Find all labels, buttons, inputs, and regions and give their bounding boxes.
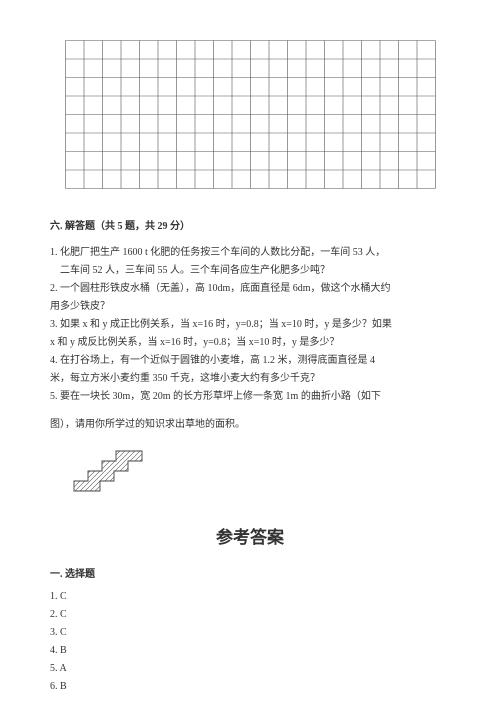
- question-2-line-b: 用多少铁皮？: [50, 299, 450, 315]
- answer-4: 4. B: [50, 643, 450, 659]
- question-2-line-a: 2. 一个圆柱形铁皮水桶（无盖），高 10dm，底面直径是 6dm，做这个水桶大…: [50, 281, 450, 297]
- answer-6: 6. B: [50, 679, 450, 695]
- question-1-line-b: 二车间 52 人，三车间 55 人。三个车间各应生产化肥多少吨？: [60, 263, 450, 279]
- question-3-line-b: x 和 y 成反比例关系，当 x=16 时，y=0.8；当 x=10 时，y 是…: [50, 335, 450, 351]
- question-4-line-a: 4. 在打谷场上，有一个近似于圆锥的小麦堆，高 1.2 米，测得底面直径是 4: [50, 353, 450, 369]
- question-3-line-a: 3. 如果 x 和 y 成正比例关系，当 x=16 时，y=0.8；当 x=10…: [50, 317, 450, 333]
- question-4-line-b: 米，每立方米小麦约重 350 千克，这堆小麦大约有多少千克？: [50, 371, 450, 387]
- answer-2: 2. C: [50, 607, 450, 623]
- section-6-heading: 六. 解答题（共 5 题，共 29 分）: [50, 219, 450, 235]
- question-5-line-b: 图），请用你所学过的知识求出草地的面积。: [50, 417, 450, 433]
- answer-5: 5. A: [50, 661, 450, 677]
- answer-3: 3. C: [50, 625, 450, 641]
- answer-1: 1. C: [50, 589, 450, 605]
- answers-title: 参考答案: [50, 524, 450, 551]
- answers-section-1-heading: 一. 选择题: [50, 567, 450, 583]
- question-5-line-a: 5. 要在一块长 30m，宽 20m 的长方形草坪上修一条宽 1m 的曲折小路（…: [50, 389, 450, 405]
- stairs-diagram: [70, 441, 150, 496]
- question-1-line-a: 1. 化肥厂把生产 1600 t 化肥的任务按三个车间的人数比分配，一车间 53…: [50, 245, 450, 261]
- grid-answer-area: [65, 40, 436, 189]
